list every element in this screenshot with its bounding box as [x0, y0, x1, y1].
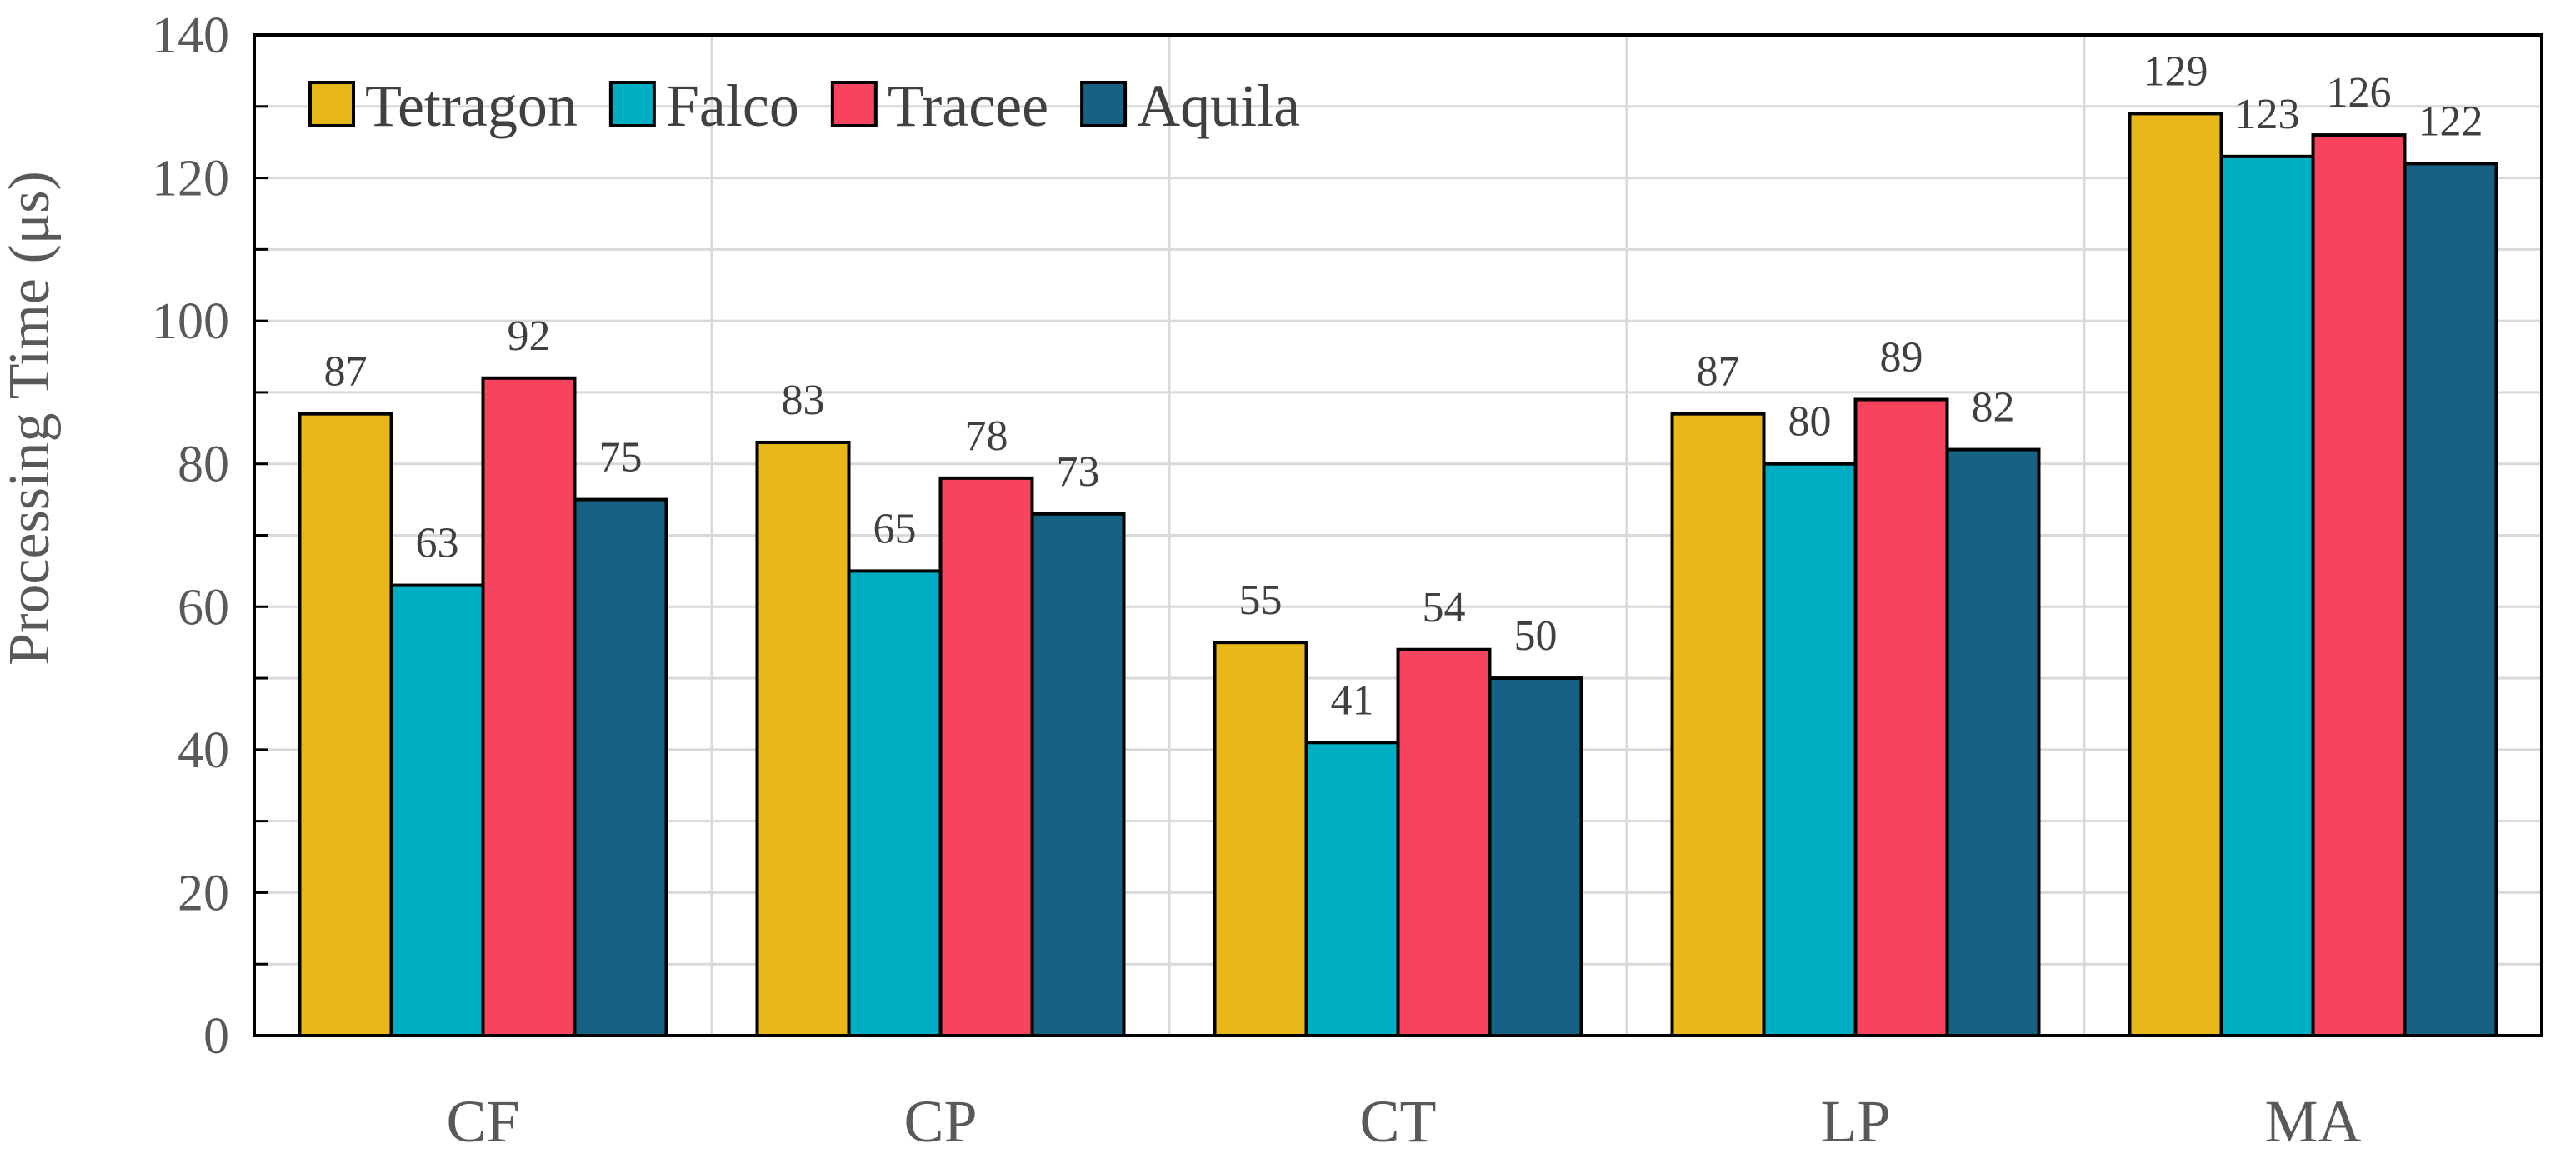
legend-swatch: [1080, 81, 1128, 127]
bar-falco-lp: [1762, 462, 1858, 1037]
bar-tracee-ct: [1396, 647, 1492, 1037]
data-label: 92: [508, 312, 551, 360]
x-category-label: LP: [1820, 1088, 1890, 1155]
bar-aquila-ma: [2403, 162, 2498, 1037]
y-tick-labels: 0 20 40 60 80 100 120 140: [152, 7, 229, 1065]
legend-label: Tracee: [888, 72, 1048, 139]
y-tick-label: 60: [178, 579, 229, 636]
bar-tetragon-ma: [2128, 112, 2223, 1038]
legend-item-aquila: Aquila: [1080, 72, 1300, 139]
bar-tracee-ma: [2311, 133, 2407, 1038]
legend-label: Falco: [666, 72, 799, 139]
data-label: 82: [1972, 384, 2015, 432]
data-label: 41: [1331, 676, 1374, 724]
bar-tetragon-cp: [755, 440, 851, 1037]
x-category-label: CP: [903, 1088, 977, 1155]
x-category-label: CT: [1359, 1088, 1436, 1155]
bar-aquila-ct: [1488, 676, 1583, 1037]
legend-swatch: [830, 81, 878, 127]
bar-tetragon-ct: [1213, 641, 1308, 1038]
data-labels: 87 63 92 75 83 65 78 73 55 41 54 50 87 80 89 82 129 123 12…: [324, 47, 2483, 724]
data-label: 123: [2235, 91, 2300, 138]
y-tick-label: 80: [178, 437, 229, 493]
y-tick-label: 120: [152, 151, 229, 207]
data-label: 73: [1057, 448, 1100, 496]
legend-label: Aquila: [1137, 72, 1300, 139]
x-category-labels: CF CP CT LP MA: [446, 1088, 2361, 1155]
bars: [298, 112, 2498, 1038]
y-tick-label: 140: [152, 7, 229, 64]
legend-item-tetragon: Tetragon: [308, 72, 578, 139]
bar-tracee-cf: [481, 376, 577, 1037]
y-tick-label: 20: [178, 865, 229, 921]
legend-item-tracee: Tracee: [830, 72, 1048, 139]
x-category-label: MA: [2264, 1088, 2361, 1155]
bar-tetragon-cf: [298, 412, 393, 1037]
data-label: 50: [1514, 612, 1558, 660]
bar-falco-ma: [2219, 154, 2315, 1038]
axes: [253, 33, 2543, 1037]
data-label: 83: [782, 377, 825, 424]
data-label: 55: [1239, 577, 1283, 624]
data-label: 65: [873, 505, 917, 552]
data-label: 87: [324, 348, 368, 396]
legend: Tetragon Falco Tracee Aquila: [308, 72, 1300, 139]
bar-aquila-cp: [1030, 512, 1126, 1037]
legend-swatch: [308, 81, 355, 127]
bar-falco-cp: [847, 569, 943, 1037]
bar-tracee-cp: [938, 476, 1034, 1037]
y-tick-label: 100: [152, 293, 229, 350]
data-label: 54: [1423, 584, 1466, 631]
data-label: 78: [965, 412, 1008, 460]
legend-item-falco: Falco: [608, 72, 799, 139]
legend-label: Tetragon: [365, 72, 578, 139]
y-tick-label: 40: [178, 722, 229, 779]
bar-falco-cf: [389, 583, 485, 1037]
y-tick-label: 0: [203, 1008, 229, 1065]
bar-falco-ct: [1304, 741, 1400, 1037]
data-label: 122: [2418, 97, 2483, 145]
data-label: 126: [2327, 69, 2392, 117]
bar-tetragon-lp: [1670, 412, 1766, 1037]
x-category-label: CF: [446, 1088, 519, 1155]
legend-swatch: [608, 81, 656, 127]
data-label: 75: [599, 434, 643, 482]
bar-tracee-lp: [1853, 397, 1949, 1037]
data-label: 63: [416, 520, 459, 567]
data-label: 80: [1788, 398, 1832, 446]
bar-aquila-lp: [1945, 447, 2041, 1037]
data-label: 87: [1697, 348, 1740, 396]
data-label: 89: [1880, 334, 1923, 382]
y-axis-title: Processing Time (μs): [0, 171, 62, 666]
data-label: 129: [2143, 47, 2208, 95]
bar-aquila-cf: [573, 497, 668, 1037]
